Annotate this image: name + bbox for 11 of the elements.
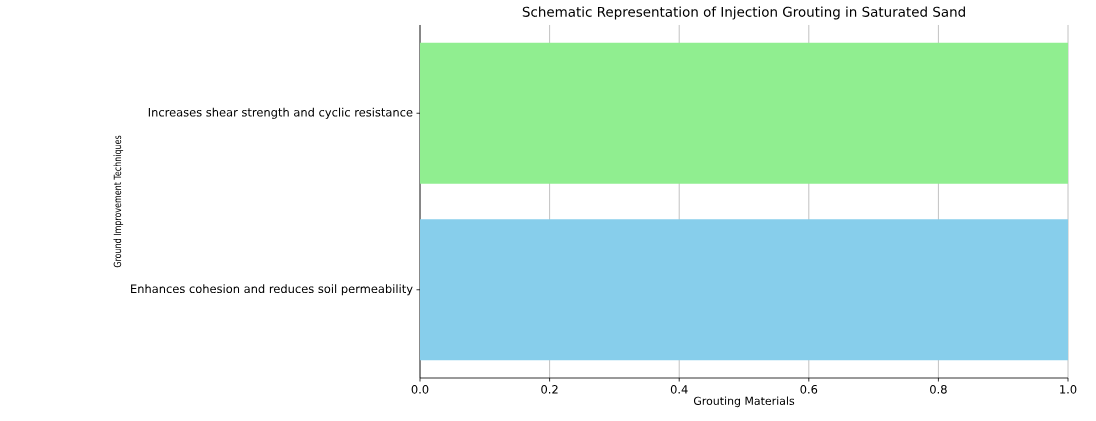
x-axis-title: Grouting Materials — [693, 396, 795, 408]
y-tick-label: Increases shear strength and cyclic resistance — [148, 107, 413, 119]
chart-title: Schematic Representation of Injection Grouting in Saturated Sand — [522, 6, 965, 20]
y-axis-title: Ground Improvement Techniques — [113, 135, 124, 268]
x-tick-label: 0.0 — [411, 385, 429, 394]
x-tick-label: 0.8 — [930, 385, 947, 394]
x-tick-label: 0.6 — [800, 385, 818, 394]
y-tick-label: Enhances cohesion and reduces soil permeability — [131, 284, 413, 296]
x-tick-label: 0.2 — [541, 385, 558, 394]
x-tick-label: 0.4 — [670, 385, 688, 394]
x-tick-label: 1.0 — [1060, 385, 1077, 394]
